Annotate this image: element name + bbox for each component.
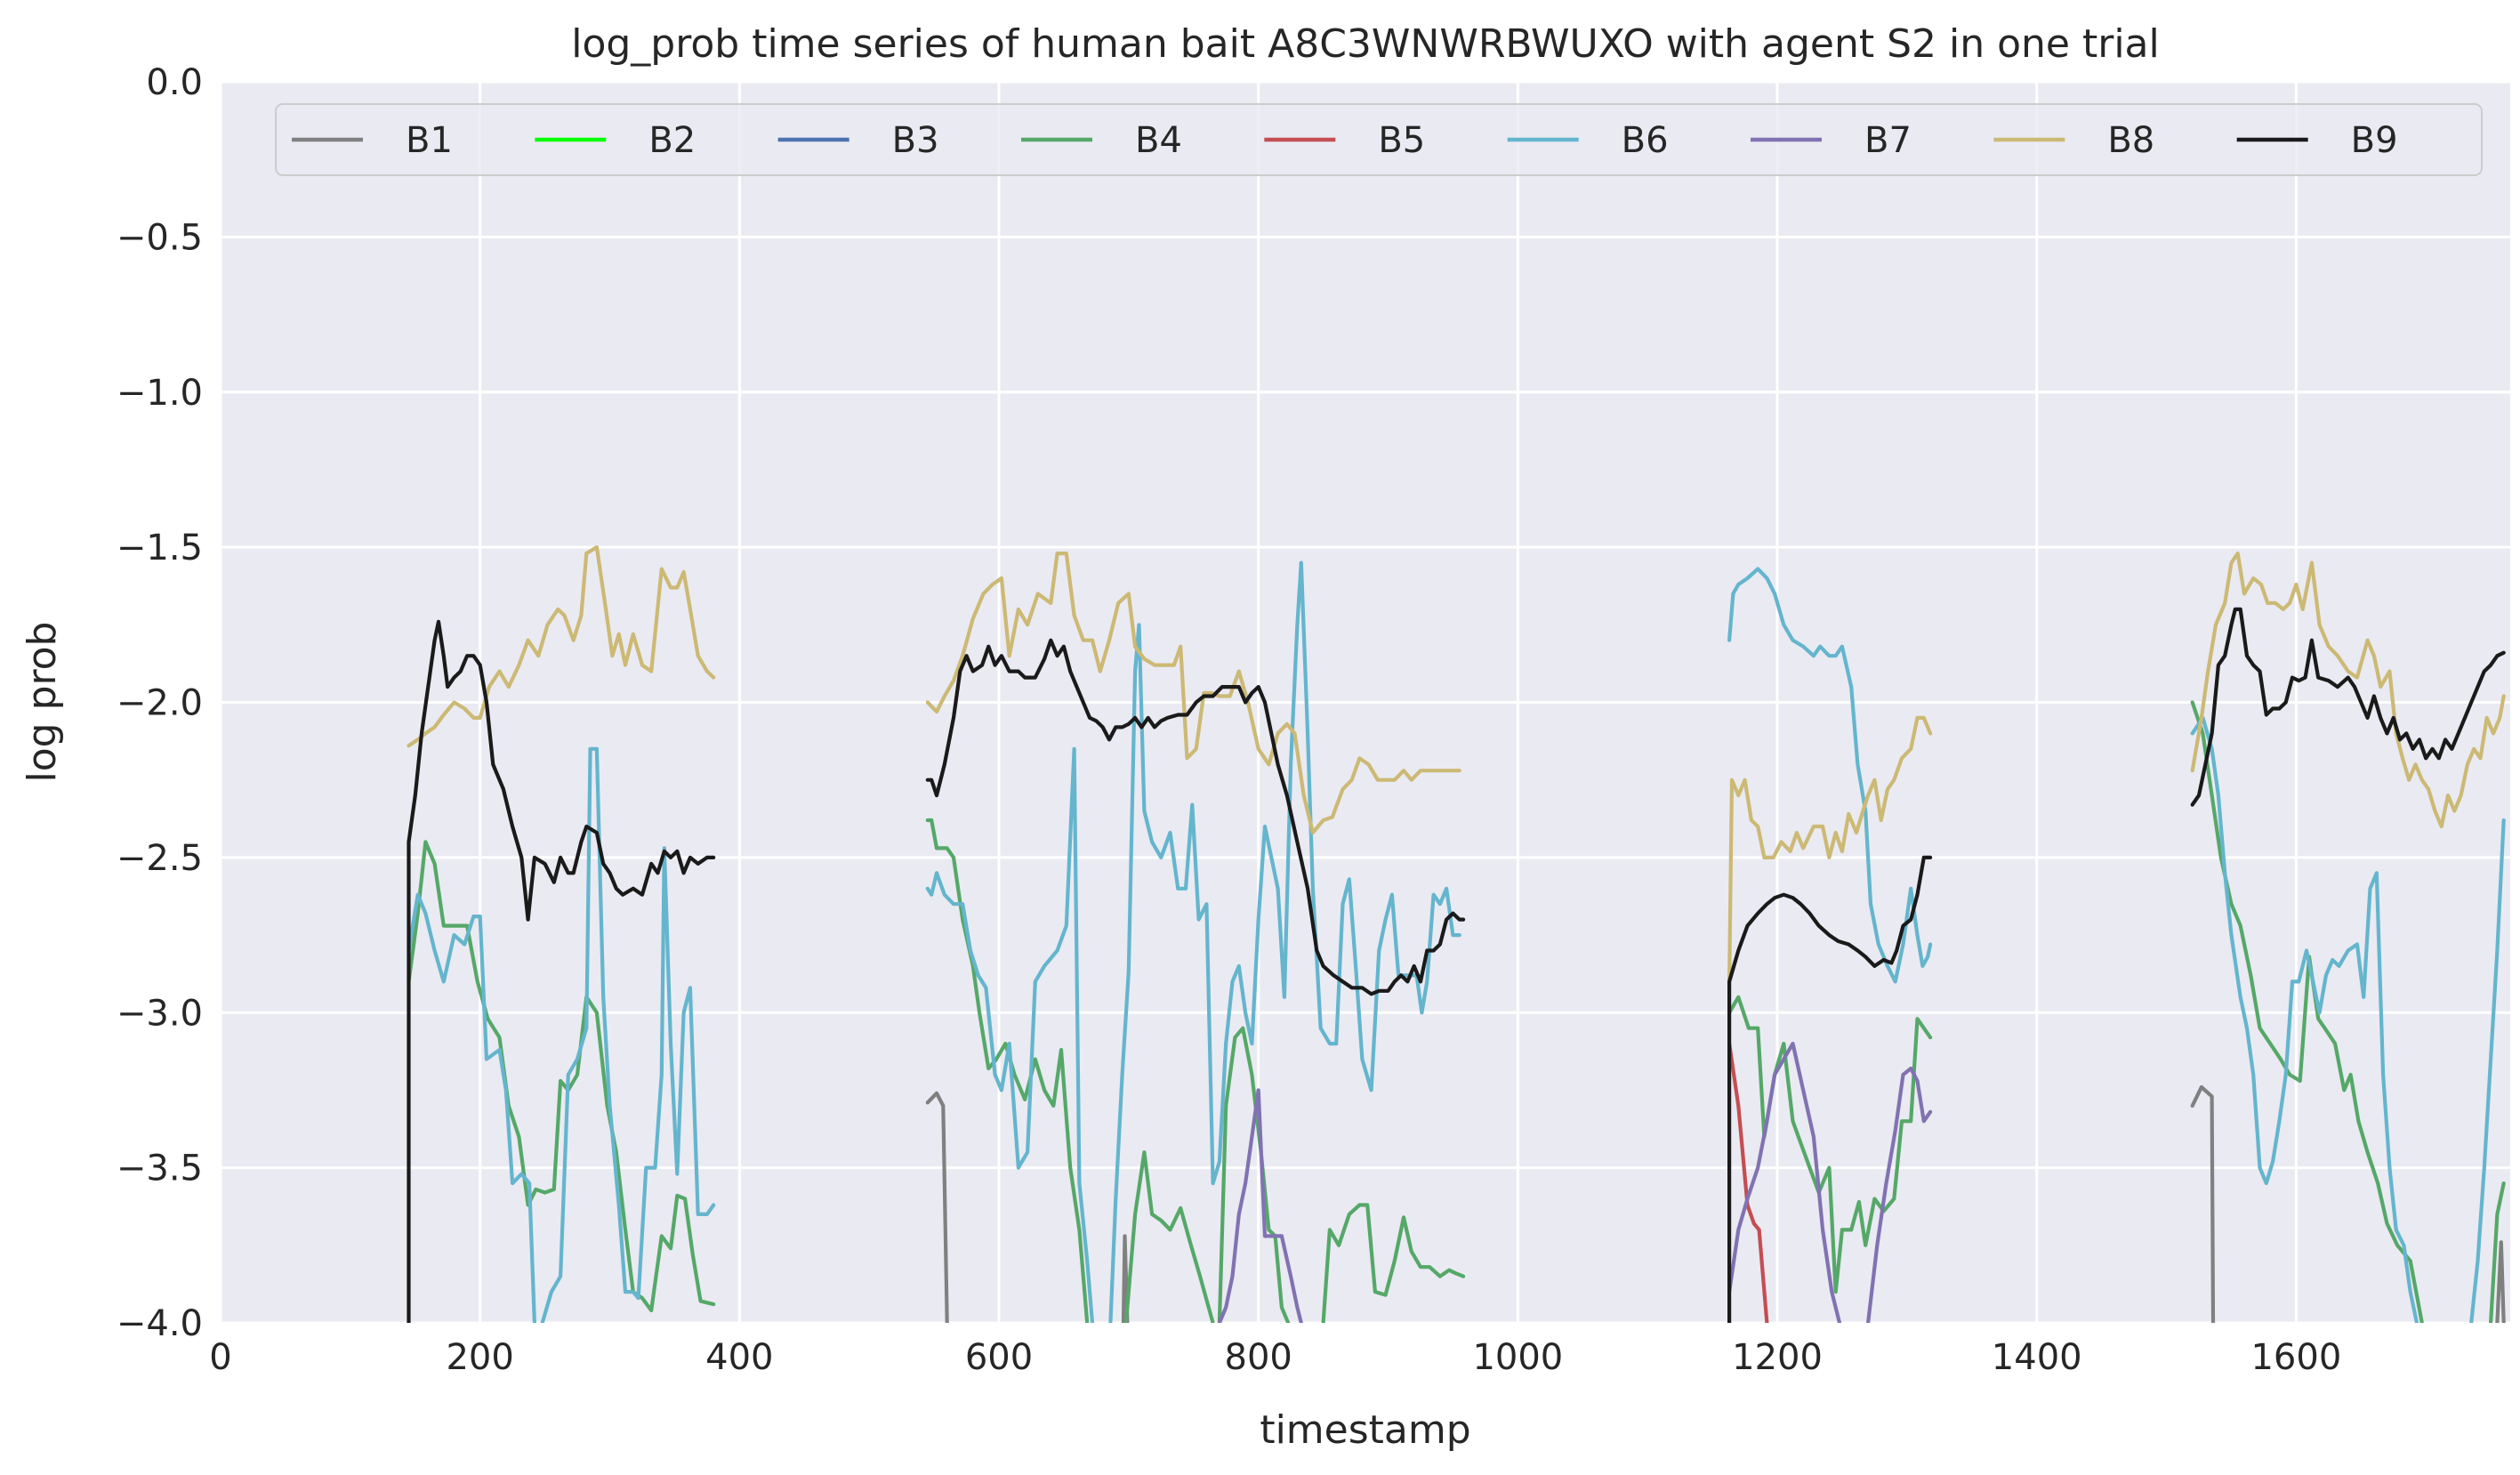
legend-item-b5: B5 xyxy=(1264,120,1425,161)
series-b7 xyxy=(1217,1041,1933,1323)
x-tick-label: 1400 xyxy=(1992,1337,2082,1378)
series-b1-line xyxy=(925,1091,949,1323)
series-b4-line xyxy=(1321,1203,1466,1323)
series-b7-line xyxy=(1727,1041,1842,1323)
legend-label: B5 xyxy=(1378,120,1425,161)
series-b4 xyxy=(407,700,2506,1323)
legend-item-b6: B6 xyxy=(1507,120,1669,161)
series-b6-line xyxy=(2469,818,2506,1323)
series-b5 xyxy=(1727,1041,1769,1323)
legend-label: B2 xyxy=(648,120,696,161)
series-b9-line xyxy=(407,619,716,1323)
chart-title: log_prob time series of human bait A8C3W… xyxy=(571,21,2160,67)
y-tick-label: 0.0 xyxy=(146,62,203,103)
x-tick-label: 600 xyxy=(965,1337,1033,1378)
series-b8-line xyxy=(1727,715,1933,984)
series-b6-line xyxy=(2190,715,2419,1323)
y-tick-label: −2.0 xyxy=(117,683,203,724)
x-tick-label: 1000 xyxy=(1472,1337,1563,1378)
series-b9-line xyxy=(1727,855,1933,1323)
legend-item-b2: B2 xyxy=(535,120,696,161)
y-tick-label: −1.0 xyxy=(117,373,203,414)
x-tick-label: 200 xyxy=(446,1337,513,1378)
legend-label: B1 xyxy=(406,120,453,161)
series-b9-line xyxy=(2190,607,2506,807)
y-tick-label: −4.0 xyxy=(117,1303,203,1344)
series-b1-line xyxy=(1121,1234,1130,1323)
plot-lines xyxy=(407,544,2506,1323)
series-b7-line xyxy=(1866,1066,1933,1323)
series-b9-line xyxy=(925,638,1466,996)
series-b8-line xyxy=(407,544,716,748)
series-b8-line xyxy=(925,551,1461,835)
legend-label: B6 xyxy=(1622,120,1669,161)
series-b6-line xyxy=(925,746,1095,1323)
x-tick-label: 800 xyxy=(1225,1337,1292,1378)
x-axis-ticks: 0 200 400 600 800 1000 1200 1400 1600 xyxy=(209,1337,2341,1378)
series-b1-line xyxy=(2495,1240,2506,1323)
x-tick-label: 1200 xyxy=(1732,1337,1823,1378)
legend: B1 B2 B3 B4 B5 B6 B7 B8 B9 xyxy=(275,103,2483,176)
series-b6-line xyxy=(407,892,537,1323)
legend-item-b9: B9 xyxy=(2236,120,2398,161)
y-tick-label: −3.5 xyxy=(117,1149,203,1189)
series-b4-line xyxy=(1123,1150,1215,1323)
x-tick-label: 1600 xyxy=(2250,1337,2341,1378)
series-b9 xyxy=(407,607,2506,1323)
legend-item-b1: B1 xyxy=(292,120,453,161)
legend-frame xyxy=(275,103,2483,176)
series-b6-line xyxy=(1727,567,1933,984)
series-b6-line xyxy=(540,746,716,1323)
legend-label: B4 xyxy=(1135,120,1182,161)
legend-label: B3 xyxy=(892,120,939,161)
legend-item-b3: B3 xyxy=(777,120,939,161)
legend-item-b7: B7 xyxy=(1751,120,1912,161)
y-tick-label: −2.5 xyxy=(117,838,203,879)
series-b7-line xyxy=(1217,1088,1303,1323)
series-b5-line xyxy=(1727,1041,1769,1323)
y-tick-label: −3.0 xyxy=(117,993,203,1034)
series-b8 xyxy=(407,544,2506,984)
legend-item-b4: B4 xyxy=(1021,120,1182,161)
y-axis-label: log prob xyxy=(20,622,65,783)
series-b4-line xyxy=(407,840,716,1313)
legend-label: B9 xyxy=(2351,120,2398,161)
x-axis-label: timestamp xyxy=(1260,1407,1470,1453)
series-b4-line xyxy=(925,818,1090,1323)
series-b6-line xyxy=(1108,560,1461,1323)
x-tick-label: 0 xyxy=(209,1337,231,1378)
y-tick-label: −1.5 xyxy=(117,528,203,568)
series-b1-line xyxy=(2190,1084,2216,1323)
series-b4-line xyxy=(2489,1181,2506,1323)
y-tick-label: −0.5 xyxy=(117,217,203,258)
legend-label: B7 xyxy=(1864,120,1912,161)
legend-label: B8 xyxy=(2107,120,2154,161)
legend-item-b8: B8 xyxy=(1993,120,2154,161)
x-tick-label: 400 xyxy=(705,1337,773,1378)
y-axis-ticks: 0.0 −0.5 −1.0 −1.5 −2.0 −2.5 −3.0 −3.5 −4.0 xyxy=(117,62,203,1344)
grid-lines xyxy=(219,80,2510,1325)
series-b8-line xyxy=(2190,551,2506,829)
series-b6 xyxy=(407,560,2506,1323)
series-b1 xyxy=(925,1084,2506,1323)
